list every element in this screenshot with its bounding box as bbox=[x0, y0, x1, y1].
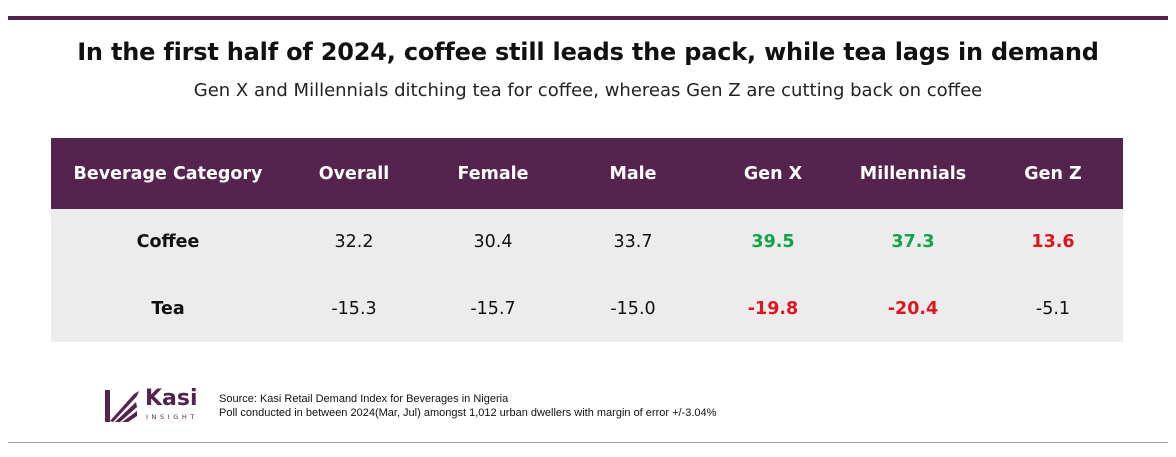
cell-coffee-female: 30.4 bbox=[473, 232, 513, 253]
cell-tea-millennials: -20.4 bbox=[887, 298, 939, 319]
header-gen-x: Gen X bbox=[743, 163, 803, 184]
header-overall: Overall bbox=[318, 163, 390, 184]
table-header: Beverage Category Overall Female Male Ge… bbox=[51, 138, 1123, 209]
chart-title: In the first half of 2024, coffee still … bbox=[77, 38, 1099, 66]
poll-note: Poll conducted in between 2024(Mar, Jul)… bbox=[219, 407, 717, 419]
table-row-coffee: Coffee 32.2 30.4 33.7 39.5 37.3 13.6 bbox=[51, 209, 1123, 276]
cell-tea-overall: -15.3 bbox=[331, 298, 377, 319]
cell-coffee-overall: 32.2 bbox=[334, 232, 374, 253]
cell-tea-male: -15.0 bbox=[610, 298, 656, 319]
kasi-logo-icon bbox=[105, 390, 139, 422]
header-gen-z: Gen Z bbox=[1024, 163, 1082, 184]
brand-name: Kasi bbox=[145, 386, 198, 411]
chart-subtitle: Gen X and Millennials ditching tea for c… bbox=[193, 80, 983, 101]
header-female: Female bbox=[457, 163, 529, 184]
source-note: Source: Kasi Retail Demand Index for Bev… bbox=[219, 392, 716, 420]
header-beverage-category: Beverage Category bbox=[73, 163, 263, 184]
brand-tagline: INSIGHT bbox=[146, 413, 198, 421]
table-body: Coffee 32.2 30.4 33.7 39.5 37.3 13.6 Tea… bbox=[51, 209, 1123, 342]
bottom-divider bbox=[8, 442, 1168, 443]
row-label-tea: Tea bbox=[151, 298, 185, 319]
cell-coffee-gen-x: 39.5 bbox=[751, 232, 795, 253]
data-table: Beverage Category Overall Female Male Ge… bbox=[51, 138, 1123, 342]
header-male: Male bbox=[609, 163, 657, 184]
cell-coffee-gen-z: 13.6 bbox=[1031, 232, 1075, 253]
cell-tea-gen-z: -5.1 bbox=[1035, 298, 1071, 319]
cell-coffee-male: 33.7 bbox=[613, 232, 653, 253]
cell-tea-female: -15.7 bbox=[470, 298, 516, 319]
row-label-coffee: Coffee bbox=[136, 232, 200, 253]
cell-tea-gen-x: -19.8 bbox=[747, 298, 799, 319]
source-line: Source: Kasi Retail Demand Index for Bev… bbox=[219, 393, 509, 405]
table-row-tea: Tea -15.3 -15.7 -15.0 -19.8 -20.4 -5.1 bbox=[51, 276, 1123, 343]
cell-coffee-millennials: 37.3 bbox=[891, 232, 935, 253]
top-divider bbox=[8, 16, 1168, 20]
header-millennials: Millennials bbox=[859, 163, 967, 184]
